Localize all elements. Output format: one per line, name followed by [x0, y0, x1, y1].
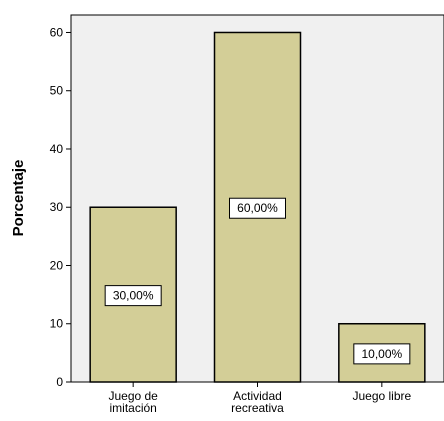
data-label-box [229, 197, 286, 219]
x-tick-label: Juego libre [352, 389, 411, 403]
y-tick-label: 30 [50, 200, 64, 214]
y-tick-label: 20 [50, 258, 64, 272]
x-tick-label: Actividad recreativa [231, 389, 284, 415]
data-label-box [104, 285, 162, 307]
data-label: 30,00% [113, 289, 154, 303]
data-label-box [353, 343, 411, 365]
y-tick-label: 10 [50, 317, 64, 331]
y-tick-label: 50 [50, 84, 64, 98]
x-axis: Juego de imitación Actividad recreativa Jueg… [108, 382, 412, 415]
data-label: 10,00% [361, 347, 402, 361]
y-tick-label: 0 [56, 375, 63, 389]
y-axis: 0 10 20 30 40 50 60 [50, 25, 71, 389]
y-tick-label: 60 [50, 25, 64, 39]
x-tick-label: Juego de imitación [108, 389, 158, 415]
bars: 30,00% 60,00% 10,00% [89, 31, 426, 383]
y-tick-label: 40 [50, 142, 64, 156]
y-axis-title: Porcentaje [10, 160, 27, 237]
data-label: 60,00% [237, 201, 278, 215]
